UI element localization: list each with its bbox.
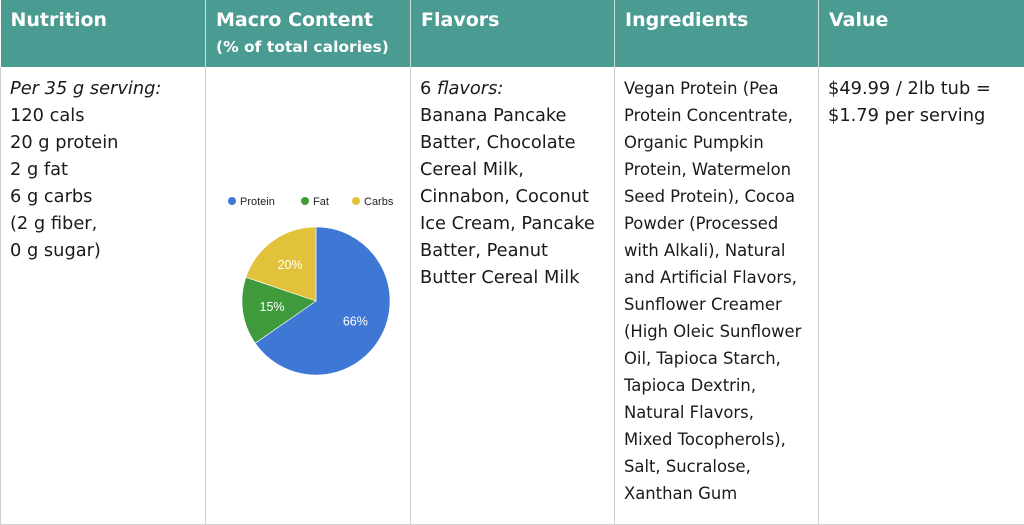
header-flavors-title: Flavors [421, 9, 614, 31]
ingredient-line: Tapioca Dextrin, [624, 372, 810, 399]
pie-chart-svg: Protein Fat Carbs 66% 15% 20% [215, 195, 405, 395]
nutrition-cell: Per 35 g serving: 120 cals 20 g protein … [1, 67, 206, 524]
flavor-count-word: flavors: [437, 78, 503, 99]
flavors-cell: 6 flavors: Banana Pancake Batter, Chocol… [411, 67, 615, 524]
ingredient-line: Mixed Tocopherols), [624, 426, 810, 453]
legend-item-fat: Fat [301, 196, 329, 208]
ingredient-line: Vegan Protein (Pea [624, 75, 810, 102]
flavor-line: Ice Cream, Pancake [420, 210, 606, 237]
header-value-title: Value [829, 9, 1024, 31]
legend-item-carbs: Carbs [352, 196, 394, 208]
ingredient-line: Protein, Watermelon [624, 156, 810, 183]
ingredient-line: and Artificial Flavors, [624, 264, 810, 291]
header-row: Nutrition Macro Content (% of total calo… [1, 0, 1024, 67]
header-ingredients-title: Ingredients [625, 9, 818, 31]
ingredient-line: Oil, Tapioca Starch, [624, 345, 810, 372]
ingredient-line: Organic Pumpkin [624, 129, 810, 156]
header-macro-subtitle: (% of total calories) [216, 36, 410, 58]
flavor-count-number: 6 [420, 78, 431, 99]
nutrition-line: 6 g carbs [10, 183, 197, 210]
flavor-line: Cinnabon, Coconut [420, 183, 606, 210]
flavor-line: Banana Pancake [420, 102, 606, 129]
nutrition-line: 2 g fat [10, 156, 197, 183]
macro-cell: Protein Fat Carbs 66% 15% 20% [206, 67, 411, 524]
serving-size: Per 35 g serving: [10, 75, 197, 102]
header-nutrition: Nutrition [1, 0, 206, 67]
nutrition-line: 0 g sugar) [10, 237, 197, 264]
ingredient-line: Sunflower Creamer [624, 291, 810, 318]
value-cell: $49.99 / 2lb tub = $1.79 per serving [819, 67, 1024, 524]
pie-label-carbs: 20% [278, 258, 303, 272]
ingredient-line: with Alkali), Natural [624, 237, 810, 264]
ingredient-line: Powder (Processed [624, 210, 810, 237]
price-line: $49.99 / 2lb tub = [828, 75, 1016, 102]
legend-item-protein: Protein [228, 196, 275, 208]
nutrition-line: (2 g fiber, [10, 210, 197, 237]
legend-label: Protein [240, 196, 275, 208]
legend-swatch [228, 197, 236, 205]
flavor-line: Batter, Peanut [420, 237, 606, 264]
pie-label-protein: 66% [343, 315, 368, 329]
ingredient-line: Protein Concentrate, [624, 102, 810, 129]
legend-label: Fat [313, 196, 329, 208]
header-macro-title: Macro Content [216, 9, 410, 31]
nutrition-line: 20 g protein [10, 129, 197, 156]
macro-pie-chart: Protein Fat Carbs 66% 15% 20% [215, 195, 405, 395]
nutrition-line: 120 cals [10, 102, 197, 129]
legend-swatch [301, 197, 309, 205]
header-macro-content: Macro Content (% of total calories) [206, 0, 411, 67]
ingredient-line: (High Oleic Sunflower [624, 318, 810, 345]
header-nutrition-title: Nutrition [11, 9, 206, 31]
pie-label-fat: 15% [260, 300, 285, 314]
flavor-line: Butter Cereal Milk [420, 264, 606, 291]
legend-label: Carbs [364, 196, 394, 208]
table-row: Per 35 g serving: 120 cals 20 g protein … [1, 67, 1024, 524]
header-value: Value [819, 0, 1024, 67]
ingredient-line: Xanthan Gum [624, 480, 810, 507]
ingredients-cell: Vegan Protein (Pea Protein Concentrate, … [615, 67, 819, 524]
header-flavors: Flavors [411, 0, 615, 67]
flavor-count: 6 flavors: [420, 75, 606, 102]
ingredient-line: Natural Flavors, [624, 399, 810, 426]
ingredient-line: Seed Protein), Cocoa [624, 183, 810, 210]
legend-swatch [352, 197, 360, 205]
price-per-serving-line: $1.79 per serving [828, 102, 1016, 129]
flavor-line: Cereal Milk, [420, 156, 606, 183]
ingredient-line: Salt, Sucralose, [624, 453, 810, 480]
flavor-line: Batter, Chocolate [420, 129, 606, 156]
header-ingredients: Ingredients [615, 0, 819, 67]
